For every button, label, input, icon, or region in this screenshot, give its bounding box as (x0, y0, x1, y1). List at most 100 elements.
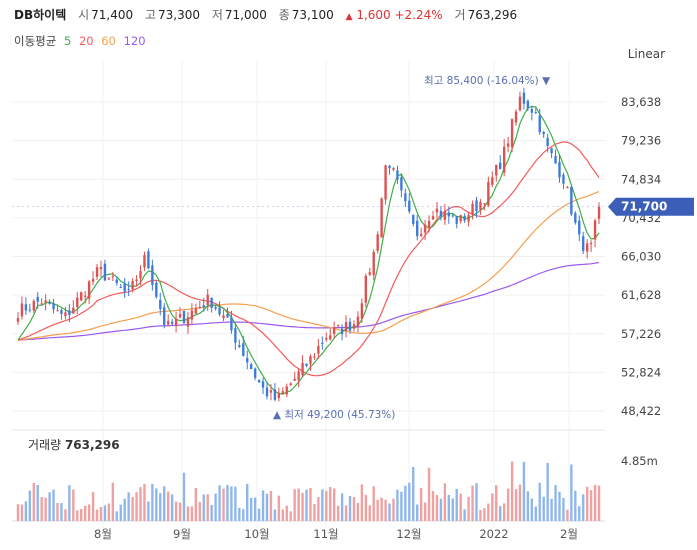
candle-body (202, 305, 205, 308)
volume-bar (159, 493, 162, 521)
volume-bar (28, 490, 32, 521)
candle-body (76, 297, 79, 307)
candle-body (431, 216, 435, 220)
candle-body (297, 371, 300, 381)
low-label: 저 (211, 8, 223, 22)
volume-bar (246, 483, 249, 521)
candle-body (471, 203, 474, 215)
candle-body (301, 363, 304, 376)
candle-body (344, 322, 348, 332)
volume-bar (356, 502, 360, 521)
candle-body (491, 177, 494, 185)
candle-body (439, 210, 443, 217)
volume-bar (269, 490, 273, 521)
candle-body (198, 306, 201, 308)
candle-body (558, 161, 561, 178)
candle-body (99, 267, 103, 270)
volume-bar (131, 497, 134, 521)
volume-bar (155, 488, 158, 521)
candle-body (269, 390, 273, 393)
candle-body (585, 243, 589, 252)
candle-body (48, 302, 51, 304)
candle-body (582, 236, 585, 251)
max-price-annotation: 최고 85,400 (-16.04%) ▼ (424, 75, 551, 87)
candle-body (52, 303, 55, 310)
volume-bar (510, 461, 514, 521)
volume-bar (412, 466, 415, 521)
candle-body (455, 216, 458, 224)
candle-body (95, 267, 99, 277)
volume-bar (578, 506, 581, 521)
candle-body (261, 381, 265, 388)
volume-bar (289, 511, 292, 521)
x-tick-label: 2022 (479, 527, 508, 541)
candle-body (226, 314, 229, 318)
volume-bar (522, 461, 526, 521)
candle-body (186, 317, 190, 327)
candle-body (396, 170, 399, 180)
candle-body (340, 328, 344, 334)
volume-bar (562, 497, 565, 521)
volume-bar (194, 488, 198, 521)
y-tick-label: 74,834 (621, 172, 661, 186)
candle-body (360, 303, 364, 319)
volume-bar (139, 487, 142, 521)
candle-body (534, 112, 537, 114)
candle-body (155, 282, 158, 297)
volume-bar (585, 486, 589, 521)
candle-body (514, 111, 518, 123)
candle-body (317, 345, 320, 354)
volume-bar (360, 484, 364, 521)
candle-body (151, 265, 154, 285)
volume-bar (317, 497, 320, 521)
ma5-legend: 5 (63, 34, 72, 48)
candle-body (392, 168, 395, 170)
candle-body (170, 321, 174, 324)
candle-body (16, 318, 20, 322)
scale-mode-toggle[interactable]: Linear (627, 47, 665, 61)
candle-body (273, 389, 277, 400)
candle-body (566, 186, 569, 188)
volume-bar (408, 482, 411, 521)
candle-body (222, 315, 225, 318)
volume-bar (277, 495, 281, 521)
volume-bar (336, 505, 340, 521)
volume-value: 763,296 (467, 8, 518, 22)
y-tick-label: 79,236 (621, 134, 661, 148)
volume-bar (491, 493, 494, 521)
candle-body (329, 335, 332, 340)
x-tick-label: 9월 (173, 527, 191, 541)
y-tick-label: 61,628 (621, 288, 661, 302)
ma20-line (17, 141, 600, 377)
stock-name: DB하이텍 (14, 8, 67, 22)
volume-bar (384, 499, 387, 521)
volume-bar (471, 485, 474, 521)
candle-body (321, 343, 324, 345)
volume-bar (574, 490, 577, 521)
y-tick-label: 48,422 (621, 404, 661, 418)
volume-bar (48, 492, 51, 521)
candle-body (443, 210, 447, 220)
candle-body (72, 307, 75, 314)
volume-bar (119, 504, 122, 521)
candle-body (257, 379, 261, 383)
volume-bar (242, 509, 245, 521)
volume-bar (364, 494, 367, 521)
candle-body (368, 272, 371, 275)
volume-bar (202, 494, 205, 521)
candle-body (597, 206, 601, 219)
candle-body (384, 165, 387, 200)
volume-bar (257, 508, 261, 521)
volume-bar (83, 505, 87, 521)
moving-average-legend[interactable]: 이동평균 5 20 60 120 (14, 33, 150, 49)
candle-body (459, 215, 462, 222)
candle-body (246, 357, 249, 363)
candle-body (24, 304, 28, 311)
candle-body (463, 215, 466, 221)
x-tick-label: 12월 (396, 527, 421, 541)
candle-body (542, 131, 545, 135)
volume-bar (293, 489, 296, 521)
candle-body (242, 343, 245, 357)
volume-bar (534, 506, 537, 521)
